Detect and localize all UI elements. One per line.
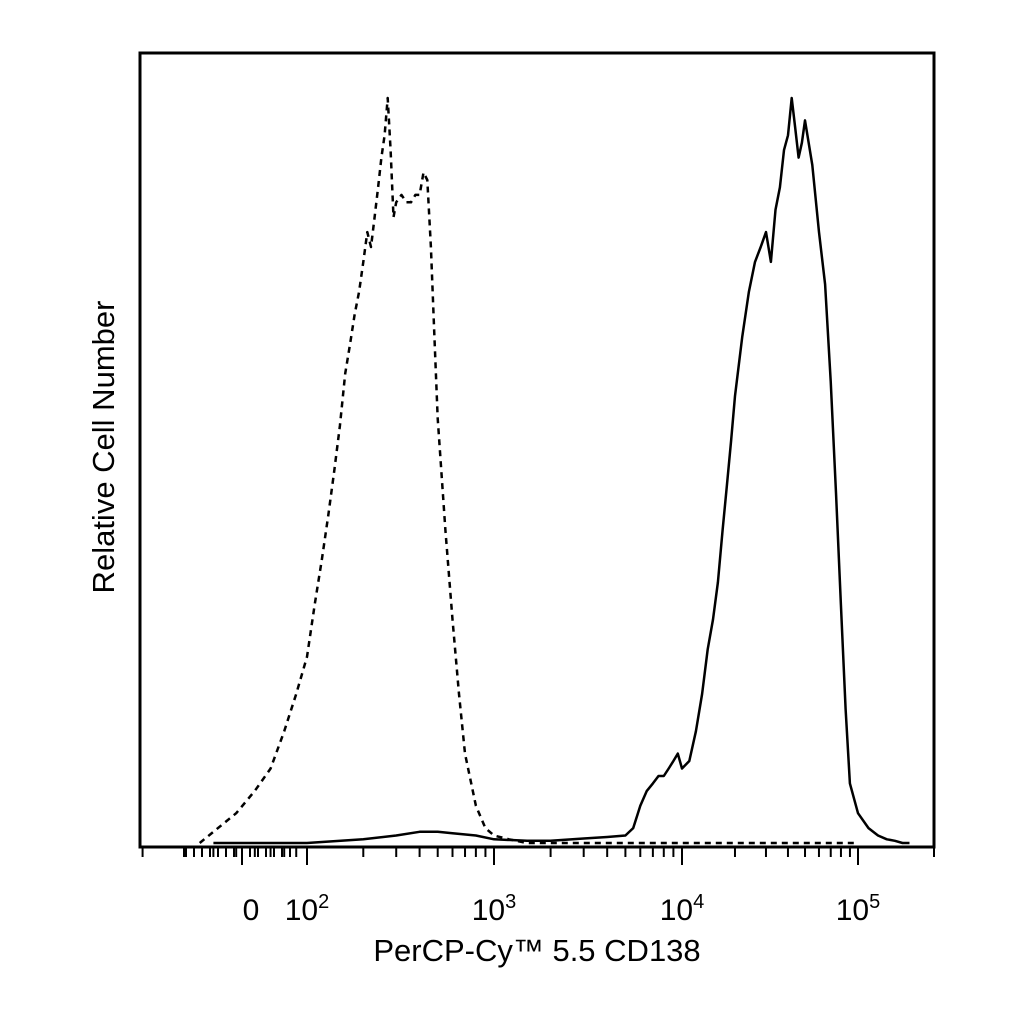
y-axis-title: Relative Cell Number: [86, 301, 121, 594]
x-tick-label: 102: [285, 891, 330, 927]
x-tick-label: 0: [243, 894, 260, 927]
series-line-dashed: [198, 96, 858, 845]
x-axis-tick-labels: 0 102 103 104 105: [243, 891, 881, 927]
series-line-solid: [213, 96, 910, 845]
plot-frame: [138, 51, 936, 849]
series-layer: [198, 96, 910, 845]
x-axis-title: PerCP-Cy™ 5.5 CD138: [373, 933, 700, 968]
x-tick-label: 103: [472, 891, 517, 927]
x-tick-label: 105: [836, 891, 881, 927]
x-tick-label: 104: [660, 891, 705, 927]
x-axis-minor-ticks: [141, 847, 935, 865]
